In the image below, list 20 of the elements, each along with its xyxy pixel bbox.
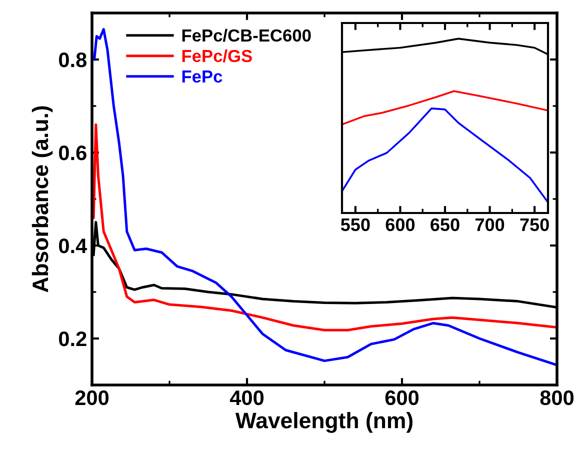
line-series [93, 28, 557, 366]
x-tick-label: 200 [75, 390, 109, 406]
line-series [92, 123, 557, 332]
y-tick-label: 0.8 [59, 52, 86, 68]
x-tick-label: 400 [230, 390, 264, 406]
y-tick-label: 0.4 [59, 238, 88, 254]
y-axis-title: Absorbance (a.u.) [32, 106, 53, 292]
legend-label: FePc [182, 70, 222, 83]
y-tick-label: 0.2 [59, 332, 86, 346]
x-tick-label: 700 [476, 218, 504, 232]
x-tick-label: 650 [430, 218, 460, 232]
x-axis-title: Wavelength (nm) [235, 412, 412, 433]
y-tick-label: 0.6 [59, 146, 86, 160]
legend-label: FePc/CB-EC600 [182, 28, 311, 42]
x-tick-label: 800 [540, 390, 574, 406]
x-tick-label: 600 [386, 218, 415, 232]
x-tick-label: 600 [385, 390, 419, 406]
x-tick-label: 750 [520, 218, 549, 232]
legend-label: FePc/GS [182, 49, 252, 62]
x-tick-label: 550 [340, 218, 370, 232]
